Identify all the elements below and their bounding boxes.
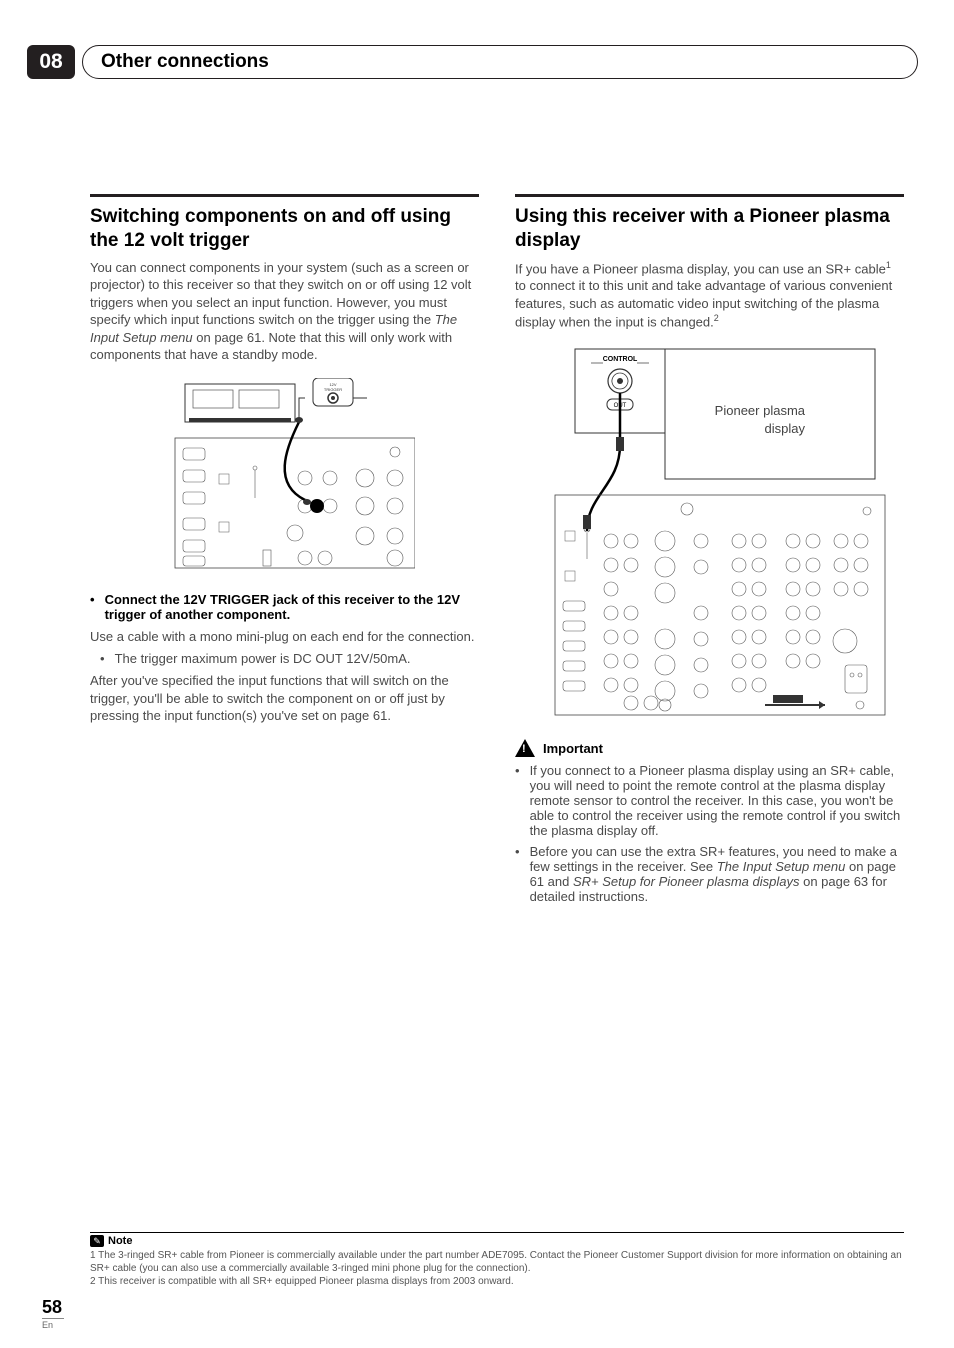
svg-text:TRIGGER: TRIGGER	[323, 387, 341, 392]
left-intro-a: You can connect components in your syste…	[90, 260, 471, 328]
svg-text:display: display	[765, 421, 806, 436]
right-column: Using this receiver with a Pioneer plasm…	[515, 194, 904, 1238]
bullet-dot: •	[515, 844, 520, 904]
important-label: Important	[543, 741, 603, 756]
right-heading: Using this receiver with a Pioneer plasm…	[515, 205, 904, 253]
note-icon: ✎	[90, 1235, 104, 1247]
step-row: • Connect the 12V TRIGGER jack of this r…	[90, 592, 479, 622]
svg-text:CONTROL: CONTROL	[603, 356, 638, 363]
important-text-1: If you connect to a Pioneer plasma displ…	[530, 763, 904, 838]
important-text-2: Before you can use the extra SR+ feature…	[530, 844, 904, 904]
left-column: Switching components on and off using th…	[90, 194, 479, 1238]
left-intro: You can connect components in your syste…	[90, 259, 479, 364]
page-lang: En	[42, 1318, 64, 1330]
important-bullet-1: • If you connect to a Pioneer plasma dis…	[515, 763, 904, 838]
page-number-block: 58 En	[42, 1297, 64, 1330]
b2-link2: SR+ Setup for Pioneer plasma displays	[573, 874, 800, 889]
section-rule	[515, 194, 904, 197]
step-after: Use a cable with a mono mini-plug on eac…	[90, 628, 479, 646]
chapter-number-tab: 08	[27, 45, 75, 79]
left-after: After you've specified the input functio…	[90, 672, 479, 725]
chapter-title-bar: Other connections	[82, 45, 918, 79]
chapter-title: Other connections	[101, 51, 269, 73]
right-intro-a: If you have a Pioneer plasma display, yo…	[515, 261, 886, 276]
notes-section: ✎ Note 1 The 3-ringed SR+ cable from Pio…	[90, 1232, 904, 1288]
step-text: Connect the 12V TRIGGER jack of this rec…	[105, 592, 479, 622]
b2-link1: The Input Setup menu	[717, 859, 846, 874]
svg-text:Pioneer plasma: Pioneer plasma	[715, 403, 806, 418]
left-heading: Switching components on and off using th…	[90, 205, 479, 253]
bullet-dot: •	[515, 763, 520, 838]
right-intro: If you have a Pioneer plasma display, yo…	[515, 259, 904, 332]
bullet-dot: •	[90, 592, 95, 622]
important-row: Important	[515, 739, 904, 757]
note-2: 2 This receiver is compatible with all S…	[90, 1275, 904, 1288]
note-1: 1 The 3-ringed SR+ cable from Pioneer is…	[90, 1249, 904, 1275]
note-header: ✎ Note	[90, 1232, 904, 1247]
note-label: Note	[108, 1235, 132, 1247]
page-number: 58	[42, 1297, 64, 1318]
section-rule	[90, 194, 479, 197]
footnote-ref-2: 2	[714, 313, 719, 323]
footnote-ref-1: 1	[886, 260, 891, 270]
warning-icon	[515, 739, 535, 757]
page-content: Switching components on and off using th…	[90, 194, 904, 1238]
chapter-number: 08	[39, 50, 62, 74]
trigger-diagram: 12V TRIGGER	[155, 378, 415, 578]
sub-bullet-row: • The trigger maximum power is DC OUT 12…	[100, 651, 479, 666]
sub-text: The trigger maximum power is DC OUT 12V/…	[115, 651, 479, 666]
right-intro-b: to connect it to this unit and take adva…	[515, 278, 892, 329]
bullet-dot: •	[100, 651, 105, 666]
plasma-diagram: CONTROL OUT Pioneer plasma display	[515, 345, 895, 725]
important-bullet-2: • Before you can use the extra SR+ featu…	[515, 844, 904, 904]
